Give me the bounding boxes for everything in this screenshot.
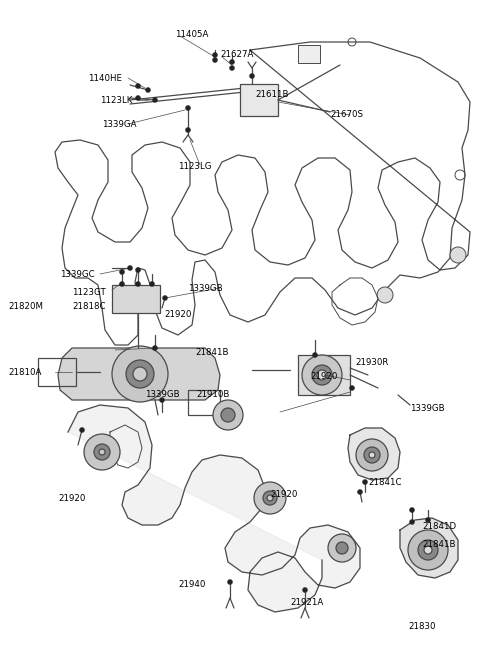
Text: 21818C: 21818C [72,302,106,311]
Text: 21920: 21920 [310,372,337,381]
Circle shape [135,83,141,89]
Text: 1339GA: 1339GA [102,120,136,129]
Bar [298,355,350,395]
Circle shape [364,447,380,463]
Bar [240,84,278,116]
Circle shape [336,542,348,554]
Circle shape [80,428,84,432]
Circle shape [254,482,286,514]
Polygon shape [68,405,360,612]
Text: 21810A: 21810A [8,368,41,377]
Circle shape [377,287,393,303]
Polygon shape [400,518,458,578]
Circle shape [185,127,191,133]
Text: 1123GT: 1123GT [72,288,106,297]
Circle shape [135,268,141,272]
Circle shape [133,367,147,381]
Circle shape [153,346,157,350]
Bar [188,390,220,415]
Circle shape [126,360,154,388]
Text: 1339GB: 1339GB [145,390,180,399]
Circle shape [120,270,124,274]
Polygon shape [58,348,220,400]
Text: 1339GB: 1339GB [410,404,444,413]
Circle shape [149,281,155,287]
Circle shape [145,87,151,92]
Text: 21841C: 21841C [368,478,401,487]
Circle shape [135,96,141,100]
Text: 1339GC: 1339GC [60,270,95,279]
Circle shape [425,518,431,522]
Bar [298,45,320,63]
Text: 21841D: 21841D [422,522,456,531]
Text: 21841B: 21841B [195,348,228,357]
Text: 21920: 21920 [270,490,298,499]
Polygon shape [348,428,400,480]
Circle shape [229,66,235,70]
Text: 21841B: 21841B [422,540,456,549]
Circle shape [362,480,368,485]
Circle shape [302,588,308,592]
Circle shape [312,365,332,385]
Circle shape [94,444,110,460]
Text: 21670S: 21670S [330,110,363,119]
Circle shape [112,346,168,402]
Circle shape [369,452,375,458]
Circle shape [418,540,438,560]
Circle shape [185,106,191,110]
Text: 21921A: 21921A [290,598,323,607]
Text: 21920: 21920 [58,494,85,503]
Circle shape [213,58,217,62]
Circle shape [424,546,432,554]
Text: 21930R: 21930R [355,358,388,367]
Circle shape [135,281,141,287]
Text: 1123LG: 1123LG [178,162,212,171]
Circle shape [356,439,388,471]
Circle shape [317,370,327,380]
Circle shape [409,520,415,525]
Circle shape [153,98,157,102]
Text: 21611B: 21611B [255,90,288,99]
Text: 21920: 21920 [164,310,192,319]
Bar [112,285,160,313]
Circle shape [228,579,232,584]
Circle shape [229,60,235,64]
Circle shape [213,52,217,58]
Circle shape [358,489,362,495]
Circle shape [250,73,254,79]
Text: 21830: 21830 [408,622,435,631]
Text: 21820M: 21820M [8,302,43,311]
Circle shape [263,491,277,505]
Circle shape [312,352,317,358]
Text: 21627A: 21627A [220,50,253,59]
Circle shape [408,530,448,570]
Circle shape [450,247,466,263]
Circle shape [409,508,415,512]
Circle shape [84,434,120,470]
Text: 21910B: 21910B [196,390,229,399]
Circle shape [120,281,124,287]
Bar [38,358,76,386]
Text: 1140HE: 1140HE [88,74,122,83]
Circle shape [99,449,105,455]
Circle shape [163,295,168,300]
Text: 21940: 21940 [178,580,205,589]
Text: 11405A: 11405A [175,30,208,39]
Text: 1123LK: 1123LK [100,96,132,105]
Circle shape [159,398,165,403]
Circle shape [128,266,132,270]
Circle shape [213,400,243,430]
Circle shape [328,534,356,562]
Circle shape [221,408,235,422]
Text: 1339GB: 1339GB [188,284,223,293]
Circle shape [349,386,355,390]
Circle shape [267,495,273,501]
Circle shape [302,355,342,395]
